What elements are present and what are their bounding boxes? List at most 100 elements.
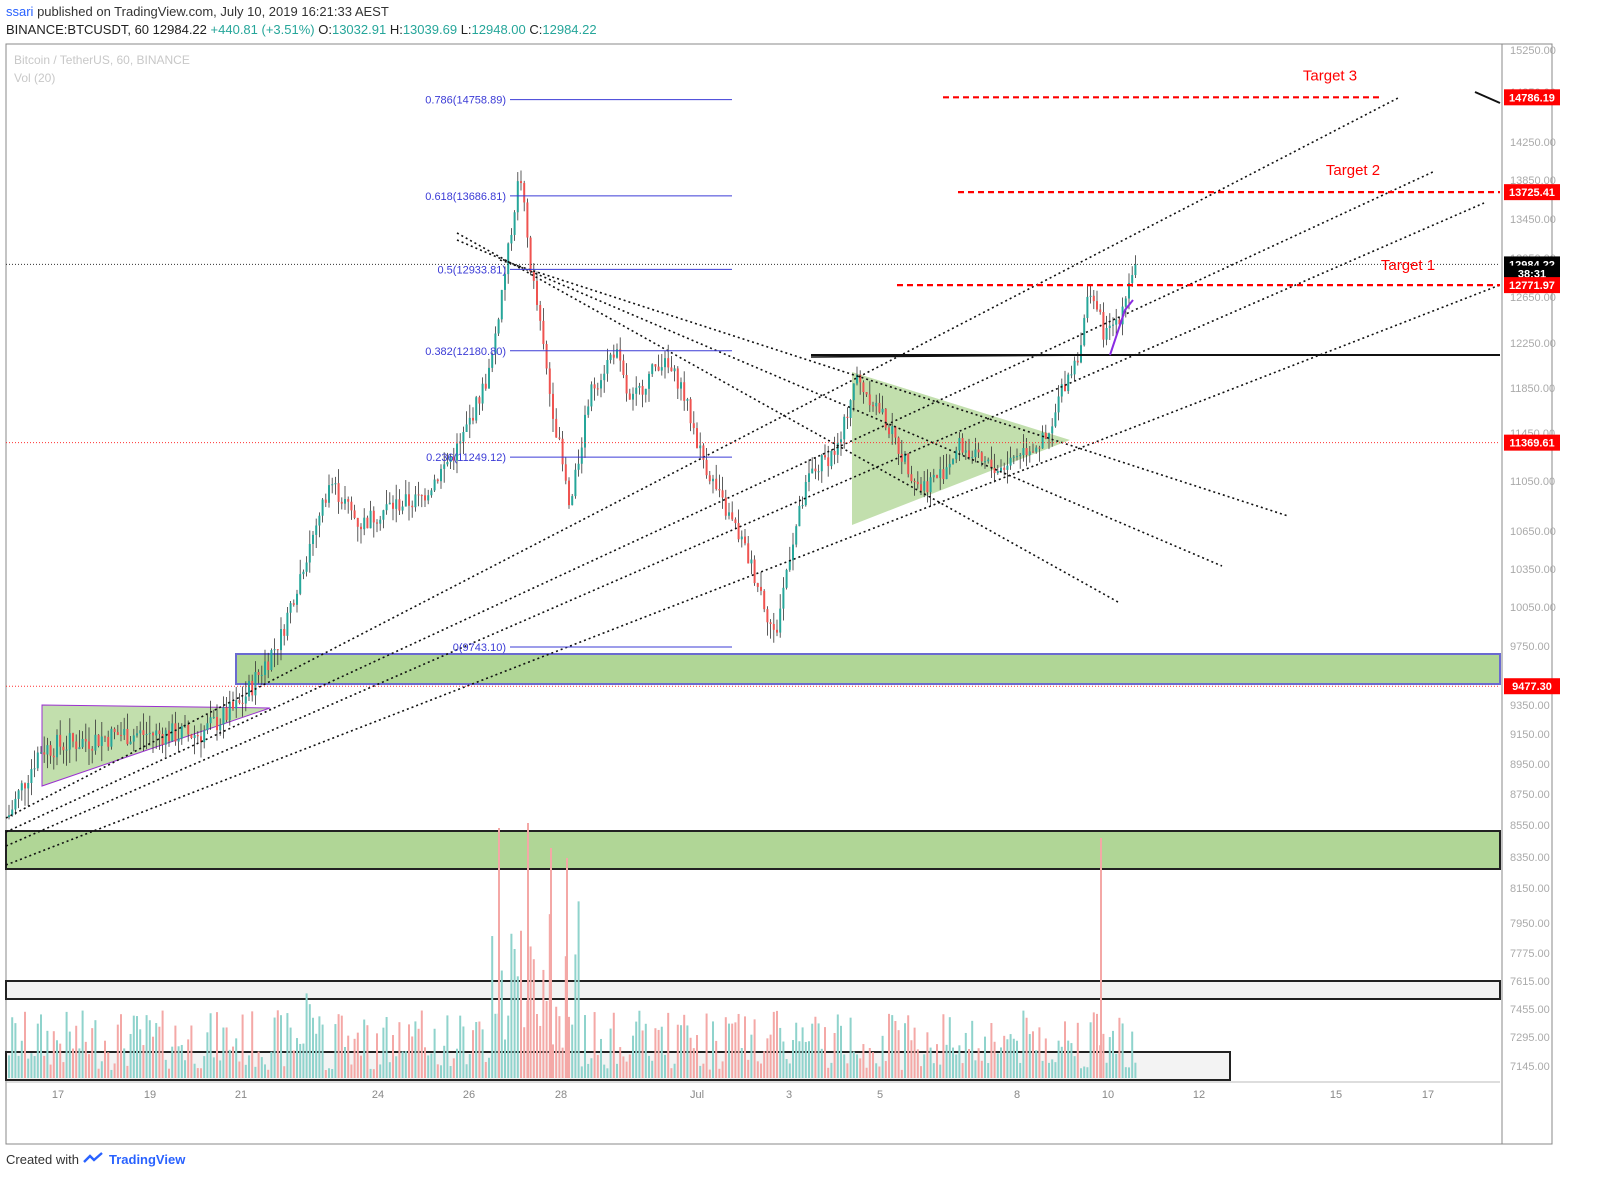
- volume-bar: [926, 1032, 929, 1078]
- candle-body: [8, 815, 10, 818]
- candles: [8, 170, 1137, 820]
- candle-body: [737, 523, 740, 540]
- volume-bar: [561, 1047, 564, 1078]
- volume-bar: [964, 1032, 967, 1078]
- candle-body: [731, 512, 734, 520]
- candle-body: [360, 526, 362, 530]
- candle-body: [852, 383, 855, 401]
- volume-bar: [566, 858, 568, 1078]
- volume-bar: [324, 1069, 327, 1078]
- volume-bar: [8, 1055, 10, 1078]
- volume-bar: [1128, 1067, 1130, 1078]
- volume-bar: [206, 1032, 209, 1078]
- candle-body: [296, 593, 298, 605]
- candle-body: [718, 489, 721, 491]
- volume-bar: [382, 1027, 385, 1078]
- candle-body: [264, 661, 266, 675]
- volume-bar: [638, 1010, 641, 1078]
- volume-bar: [110, 1069, 113, 1078]
- volume-bar: [148, 1020, 151, 1078]
- candle-body: [443, 464, 446, 469]
- volume-bar: [612, 1012, 615, 1078]
- candle-body: [520, 181, 522, 184]
- volume-bar: [190, 1025, 193, 1078]
- volume-bar: [718, 1068, 721, 1078]
- volume-bar: [859, 1058, 862, 1078]
- created-with: Created with: [6, 1152, 79, 1167]
- candle-body: [129, 741, 132, 745]
- candle-body: [952, 459, 954, 464]
- candle-body: [507, 243, 510, 275]
- candle-body: [622, 360, 625, 375]
- candle-body: [193, 735, 196, 739]
- candle-body: [196, 735, 199, 737]
- volume-bar: [145, 1015, 148, 1078]
- author-link[interactable]: ssari: [6, 4, 34, 19]
- candle-body: [267, 661, 270, 671]
- candle-body: [491, 354, 494, 368]
- candle-body: [1115, 319, 1118, 325]
- volume-bar: [78, 1048, 81, 1078]
- candle-body: [62, 746, 65, 751]
- price-tick-label: 10050.00: [1510, 602, 1556, 614]
- volume-bar: [648, 1055, 650, 1078]
- volume-bar: [1032, 1031, 1034, 1078]
- volume-bar: [721, 1061, 724, 1078]
- volume-bar: [417, 1028, 420, 1078]
- tradingview-brand[interactable]: TradingView: [108, 1152, 186, 1167]
- volume-bar: [155, 1023, 158, 1078]
- candle-body: [996, 470, 999, 474]
- candle-body: [664, 358, 666, 368]
- price-tick-label: 8550.00: [1510, 820, 1550, 832]
- candle-body: [747, 543, 750, 564]
- candle-body: [200, 736, 202, 743]
- candle-body: [539, 304, 542, 321]
- candle-body: [734, 519, 737, 524]
- candle-body: [1057, 396, 1060, 413]
- volume-bar: [184, 1060, 186, 1078]
- price-badge-label: 12771.97: [1509, 280, 1555, 292]
- volume-bar: [1100, 838, 1102, 1078]
- candle-body: [123, 728, 126, 736]
- volume-bar: [273, 1017, 276, 1078]
- candle-body: [171, 723, 174, 742]
- volume-bar: [436, 1064, 439, 1078]
- volume-bar: [1028, 1034, 1031, 1078]
- volume-bar: [59, 1043, 62, 1078]
- candle-body: [814, 468, 817, 472]
- candle-body: [955, 450, 958, 460]
- volume-bar: [955, 1054, 958, 1078]
- volume-bar: [372, 1069, 375, 1078]
- candle-body: [865, 392, 868, 395]
- price-badge-label: 9477.30: [1512, 681, 1552, 693]
- volume-bar: [241, 1014, 244, 1078]
- candle-body: [641, 385, 644, 395]
- candle-body: [529, 237, 532, 272]
- volume-bar: [715, 1040, 718, 1078]
- volume-bar: [548, 914, 551, 1078]
- volume-bar: [478, 1021, 481, 1078]
- fib-retracement: 0.786(14758.89) 0.618(13686.81) 0.5(12933.…: [425, 95, 732, 654]
- candle-body: [798, 505, 801, 527]
- candle-body: [363, 517, 366, 530]
- candle-body: [590, 384, 593, 407]
- volume-bar: [465, 1064, 468, 1078]
- volume-bar: [462, 1026, 465, 1078]
- volume-bar: [516, 976, 519, 1078]
- candle-body: [459, 441, 462, 444]
- candle-body: [1000, 467, 1002, 471]
- date-tick-label: 12: [1193, 1089, 1205, 1101]
- volume-bar: [641, 1030, 644, 1078]
- candle-body: [228, 701, 231, 720]
- candle-body: [324, 499, 327, 503]
- volume-bar: [980, 1060, 983, 1078]
- volume-bar: [388, 1062, 391, 1078]
- volume-bar: [1009, 1034, 1012, 1078]
- candle-body: [625, 374, 628, 394]
- volume-bar: [609, 1028, 612, 1078]
- volume-bar: [20, 1040, 23, 1078]
- candle-body: [868, 394, 871, 406]
- candle-body: [628, 393, 631, 400]
- candle-body: [116, 732, 119, 735]
